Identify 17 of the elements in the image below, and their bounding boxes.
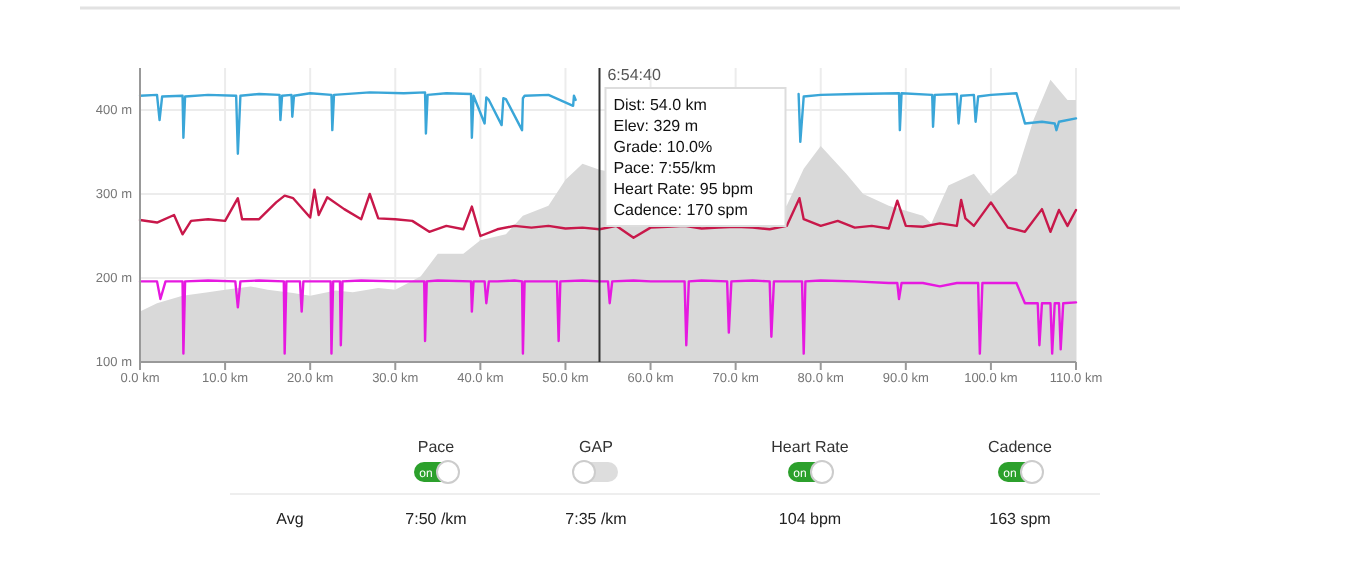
- annotation: Grade: 10.0%: [613, 138, 713, 156]
- text: Cadence: [987, 438, 1054, 456]
- text: Pace: [417, 438, 456, 456]
- text: 104 bpm: [778, 510, 842, 528]
- line-series: [138, 279, 1078, 355]
- text: 7:50 /km: [405, 510, 468, 528]
- annotation: Pace: 7:55/km: [613, 159, 717, 177]
- text: GAP: [579, 438, 613, 456]
- text: 163 spm: [989, 510, 1052, 528]
- annotation: Dist: 54.0 km: [613, 96, 708, 114]
- text: 7:35 /km: [565, 510, 628, 528]
- ref-line-label: 6:54:40: [607, 66, 662, 84]
- annotation: Elev: 329 m: [613, 117, 699, 135]
- text: Heart Rate: [771, 438, 850, 456]
- text: Avg: [276, 510, 304, 528]
- annotation: Heart Rate: 95 bpm: [613, 180, 754, 198]
- annotation: Cadence: 170 spm: [613, 201, 749, 219]
